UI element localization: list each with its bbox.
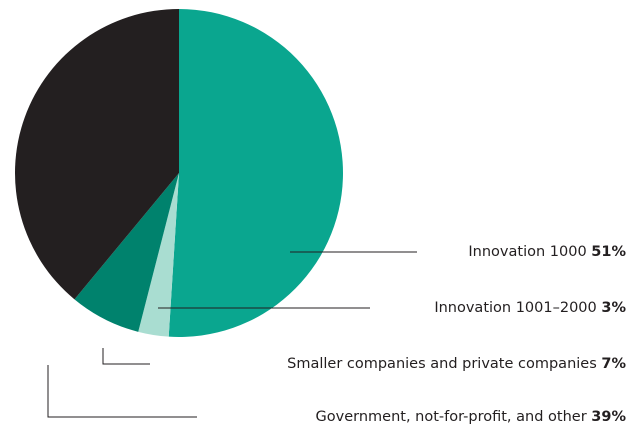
slice-label: Innovation 1000 51% [468, 244, 626, 260]
pie-slice [14, 9, 180, 300]
slice-label: Government, not-for-profit, and other 39… [316, 409, 627, 425]
leader-line [102, 348, 150, 365]
label-value: 7% [601, 356, 626, 372]
label-value: 39% [591, 409, 626, 425]
label-value: 51% [591, 244, 626, 260]
label-value: 3% [601, 300, 626, 316]
label-name: Innovation 1000 [468, 244, 586, 260]
label-name: Smaller companies and private companies [287, 356, 597, 372]
slice-label: Innovation 1001–2000 3% [434, 300, 626, 316]
label-name: Innovation 1001–2000 [434, 300, 596, 316]
pie-slice [74, 173, 179, 332]
leader-line [47, 365, 197, 418]
label-name: Government, not-for-profit, and other [316, 409, 587, 425]
slice-label: Smaller companies and private companies … [287, 356, 626, 372]
pie-slice [168, 9, 343, 337]
pie-slice [138, 173, 179, 337]
